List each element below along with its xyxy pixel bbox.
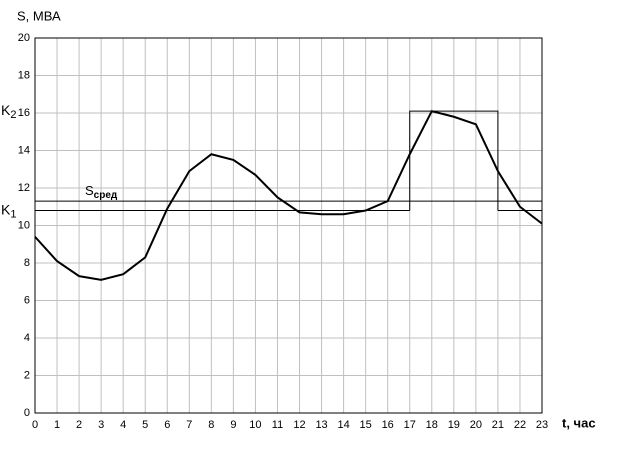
k2-subscript: 2 — [10, 109, 16, 121]
x-tick-label: 2 — [76, 419, 82, 431]
y-tick-label: 10 — [18, 219, 30, 231]
y-tick-label: 12 — [18, 182, 30, 194]
x-tick-label: 11 — [272, 419, 283, 431]
x-tick-label: 6 — [164, 419, 170, 431]
y-tick-label: 14 — [18, 144, 30, 156]
y-tick-label: 0 — [24, 407, 30, 419]
y-tick-label: 4 — [24, 332, 30, 344]
y-tick-label: 8 — [24, 257, 30, 269]
x-tick-label: 15 — [360, 419, 372, 431]
x-tick-label: 18 — [426, 419, 438, 431]
x-tick-label: 12 — [293, 419, 305, 431]
x-axis-label: t, час — [562, 415, 596, 430]
k1-subscript: 1 — [10, 208, 16, 220]
y-tick-label: 20 — [18, 32, 30, 44]
y-tick-label: 16 — [18, 107, 30, 119]
x-tick-label: 7 — [186, 419, 192, 431]
y-tick-label: 2 — [24, 369, 30, 381]
k2-step — [409, 110, 499, 211]
x-tick-label: 23 — [536, 419, 548, 431]
y-axis-label: S, МВА — [17, 8, 61, 23]
x-tick-label: 8 — [208, 419, 214, 431]
x-tick-label: 21 — [492, 419, 504, 431]
x-tick-label: 22 — [514, 419, 526, 431]
x-tick-label: 4 — [120, 419, 126, 431]
x-tick-label: 19 — [448, 419, 460, 431]
x-tick-label: 17 — [404, 419, 416, 431]
y-tick-label: 18 — [18, 69, 30, 81]
x-tick-label: 0 — [32, 419, 38, 431]
y-tick-label: 6 — [24, 294, 30, 306]
x-tick-label: 20 — [470, 419, 482, 431]
k1-label: K1 — [1, 201, 16, 220]
k2-label: K2 — [1, 102, 16, 121]
k1-symbol: K — [1, 201, 11, 217]
x-tick-label: 13 — [315, 419, 327, 431]
x-tick-label: 5 — [142, 419, 148, 431]
load-line — [34, 109, 543, 281]
k2-symbol: K — [1, 102, 11, 118]
s-avg-subscript: сред — [94, 190, 118, 201]
x-tick-label: 3 — [98, 419, 104, 431]
s-avg-label: Sсред — [85, 184, 118, 201]
s-avg-symbol: S — [85, 184, 94, 199]
plot-frame — [34, 37, 543, 414]
x-tick-label: 10 — [249, 419, 261, 431]
x-tick-label: 14 — [337, 419, 349, 431]
x-tick-label: 1 — [54, 419, 60, 431]
x-tick-label: 9 — [230, 419, 236, 431]
x-tick-label: 16 — [382, 419, 394, 431]
